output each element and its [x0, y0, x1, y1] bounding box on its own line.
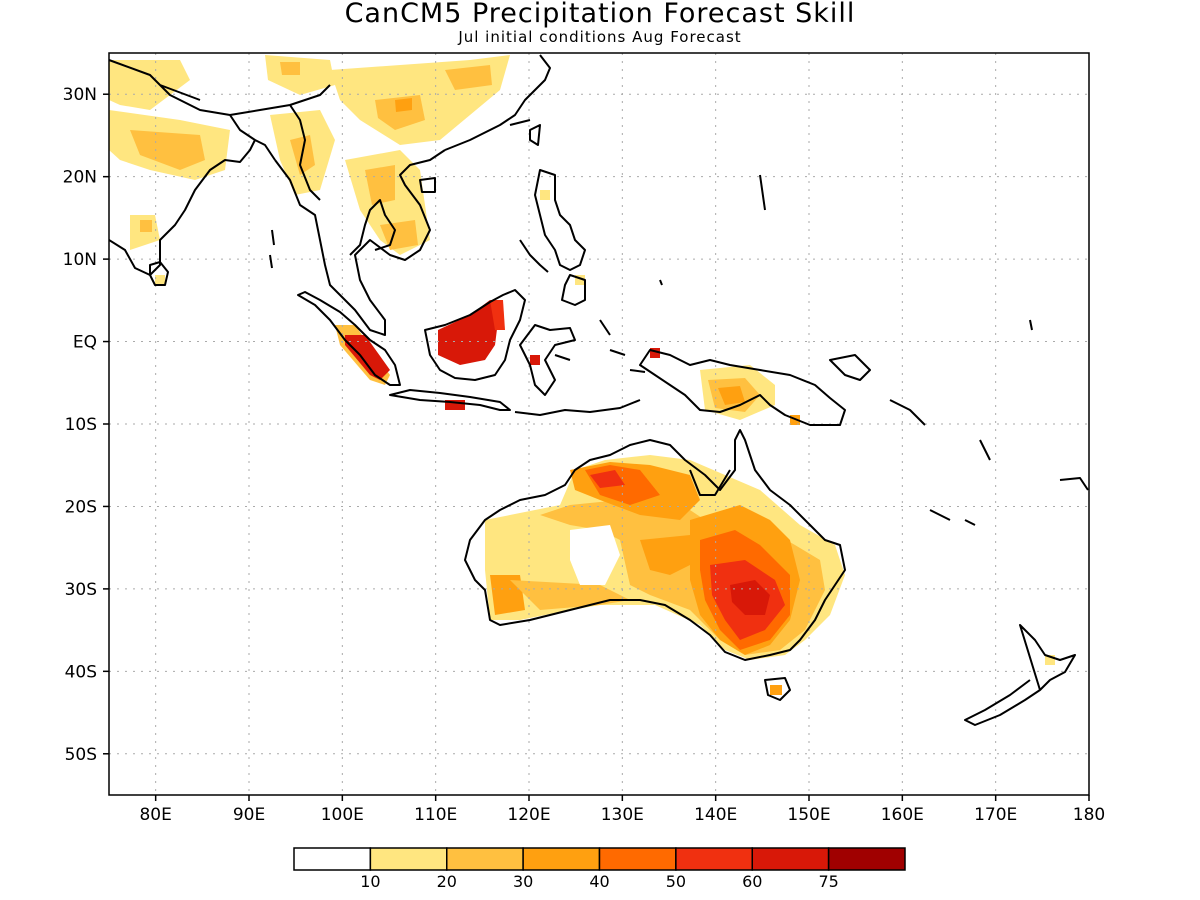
india-coastline	[109, 139, 276, 276]
lon-tick-label: 80E	[139, 805, 171, 825]
andaman-islands	[269, 229, 275, 269]
lat-tick-label: 20S	[65, 497, 97, 517]
colorbar-swatch	[369, 847, 448, 871]
lat-tick-label: 40S	[65, 662, 97, 682]
colorbar-swatch	[827, 847, 906, 871]
lat-tick-label: 20N	[63, 168, 97, 188]
sri-lanka-coastline	[149, 261, 169, 286]
gulf-of-carpentaria	[689, 469, 731, 496]
lat-tick-label: 30N	[63, 85, 97, 105]
philippines-coastline	[519, 169, 586, 306]
lat-tick-label: EQ	[73, 333, 97, 353]
tasmania-coastline	[764, 677, 791, 701]
new-britain	[829, 354, 926, 426]
borneo-coastline	[424, 289, 526, 381]
lon-tick-label: 100E	[321, 805, 364, 825]
colorbar-swatch	[598, 847, 677, 871]
coastlines	[109, 54, 1089, 726]
lon-tick-label: 120E	[507, 805, 550, 825]
lon-tick-label: 110E	[414, 805, 457, 825]
lat-tick-label: 30S	[65, 580, 97, 600]
colorbar-label: 60	[742, 872, 762, 891]
lon-tick-label: 170E	[974, 805, 1017, 825]
map-frame	[108, 52, 1090, 796]
colorbar-swatch	[522, 847, 601, 871]
colorbar-label: 10	[360, 872, 380, 891]
asia-borders	[109, 59, 331, 201]
hainan-coastline	[419, 177, 436, 193]
taiwan-coastline	[529, 124, 541, 146]
lon-tick-label: 140E	[694, 805, 737, 825]
lon-tick-label: 130E	[601, 805, 644, 825]
colorbar-swatch	[675, 847, 753, 871]
longitude-labels: 80E 90E 100E 110E 120E 130E 140E 150E 160E 170E 18…	[139, 805, 1105, 825]
skill-shading	[109, 55, 1055, 695]
axis-ticks	[103, 93, 1090, 801]
java-coastline	[389, 389, 511, 411]
chart-title: CanCM5 Precipitation Forecast Skill	[344, 0, 856, 29]
lon-tick-label: 160E	[881, 805, 924, 825]
sulawesi-coastline	[519, 324, 576, 396]
colorbar-swatch	[751, 847, 830, 871]
indonesia-skill-shading	[335, 300, 660, 410]
colorbar-label: 75	[818, 872, 838, 891]
colorbar-swatch	[293, 847, 372, 871]
colorbar: 10 20 30 40 50 60 75	[293, 847, 906, 891]
colorbar-label: 20	[437, 872, 457, 891]
indochina-coastline	[274, 149, 446, 336]
sumatra-coastline	[297, 291, 401, 386]
new-guinea-coastline	[639, 349, 846, 426]
moluccas	[599, 319, 646, 373]
new-zealand-coastline	[964, 624, 1076, 726]
map-grid	[109, 53, 1089, 795]
latitude-labels: 30N 20N 10N EQ 10S 20S 30S 40S 50S	[63, 85, 97, 765]
colorbar-label: 30	[513, 872, 533, 891]
chart-subtitle: Jul initial conditions Aug Forecast	[458, 28, 742, 46]
colorbar-swatch	[446, 847, 524, 871]
lesser-sunda-islands	[514, 399, 641, 416]
asia-skill-shading	[109, 55, 585, 285]
gulf-of-thailand	[349, 199, 396, 256]
australia-coastline	[464, 429, 846, 661]
lat-tick-label: 10N	[63, 250, 97, 270]
lat-tick-label: 10S	[65, 415, 97, 435]
lon-tick-label: 150E	[787, 805, 830, 825]
lon-tick-label: 180	[1073, 805, 1105, 825]
pacific-islands	[659, 174, 1089, 526]
china-coastline	[444, 54, 551, 151]
lat-tick-label: 50S	[65, 745, 97, 765]
colorbar-label: 40	[589, 872, 609, 891]
new-guinea-skill-shading	[700, 365, 800, 425]
colorbar-label: 50	[666, 872, 686, 891]
lon-tick-label: 90E	[233, 805, 265, 825]
